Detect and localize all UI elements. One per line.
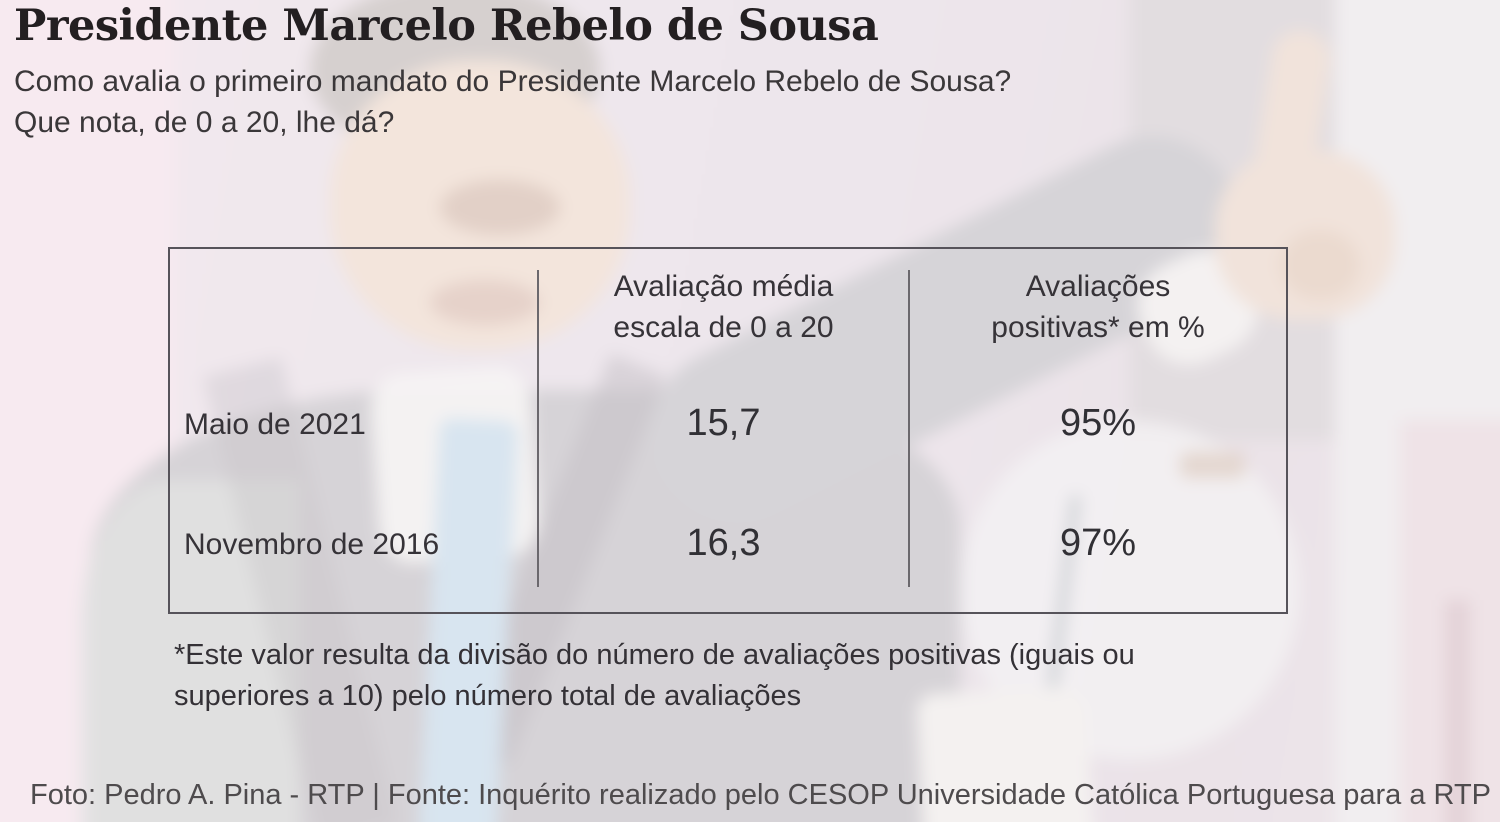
photo-right-pink-panel [1400, 420, 1500, 822]
column-header-line-1: Avaliação média [613, 270, 834, 303]
value-positive-2021: 95% [1059, 402, 1137, 444]
page-title: Presidente Marcelo Rebelo de Sousa [14, 1, 879, 51]
table-footnote-line-1: *Este valor resulta da divisão do número… [174, 639, 1135, 671]
background-ledge [1180, 452, 1245, 478]
column-header-line-2: positivas* em % [991, 311, 1205, 344]
hand-fingers-shading [1280, 230, 1360, 300]
table-footnote-line-2: superiores a 10) pelo número total de av… [174, 680, 802, 712]
survey-question-line-1: Como avalia o primeiro mandato do Presid… [14, 65, 1012, 98]
column-divider [537, 270, 539, 587]
row-label-maio-2021: Maio de 2021 [184, 408, 366, 441]
president-suit-shoulder [80, 480, 300, 822]
column-header-positive-percent: Avaliações positivas* em % [910, 266, 1286, 348]
photo-and-source-credit: Foto: Pedro A. Pina - RTP | Fonte: Inqué… [30, 779, 1492, 811]
results-table: Avaliação média escala de 0 a 20 Avaliaç… [168, 247, 1288, 614]
column-header-line-1: Avaliações [1025, 270, 1171, 303]
survey-question-line-2: Que nota, de 0 a 20, lhe dá? [14, 106, 395, 139]
background-maroon-stripe [1445, 600, 1470, 822]
row-label-novembro-2016: Novembro de 2016 [184, 528, 440, 561]
column-header-average-score: Avaliação média escala de 0 a 20 [539, 266, 908, 348]
column-divider [908, 270, 910, 587]
value-positive-2016: 97% [1059, 522, 1137, 564]
president-smile [430, 280, 540, 325]
value-average-2016: 16,3 [686, 522, 761, 564]
president-eyes [440, 180, 560, 235]
column-header-line-2: escala de 0 a 20 [613, 311, 834, 344]
table-footnote: *Este valor resulta da divisão do número… [174, 635, 1234, 717]
survey-question: Como avalia o primeiro mandato do Presid… [14, 61, 1011, 143]
value-average-2021: 15,7 [686, 402, 761, 444]
